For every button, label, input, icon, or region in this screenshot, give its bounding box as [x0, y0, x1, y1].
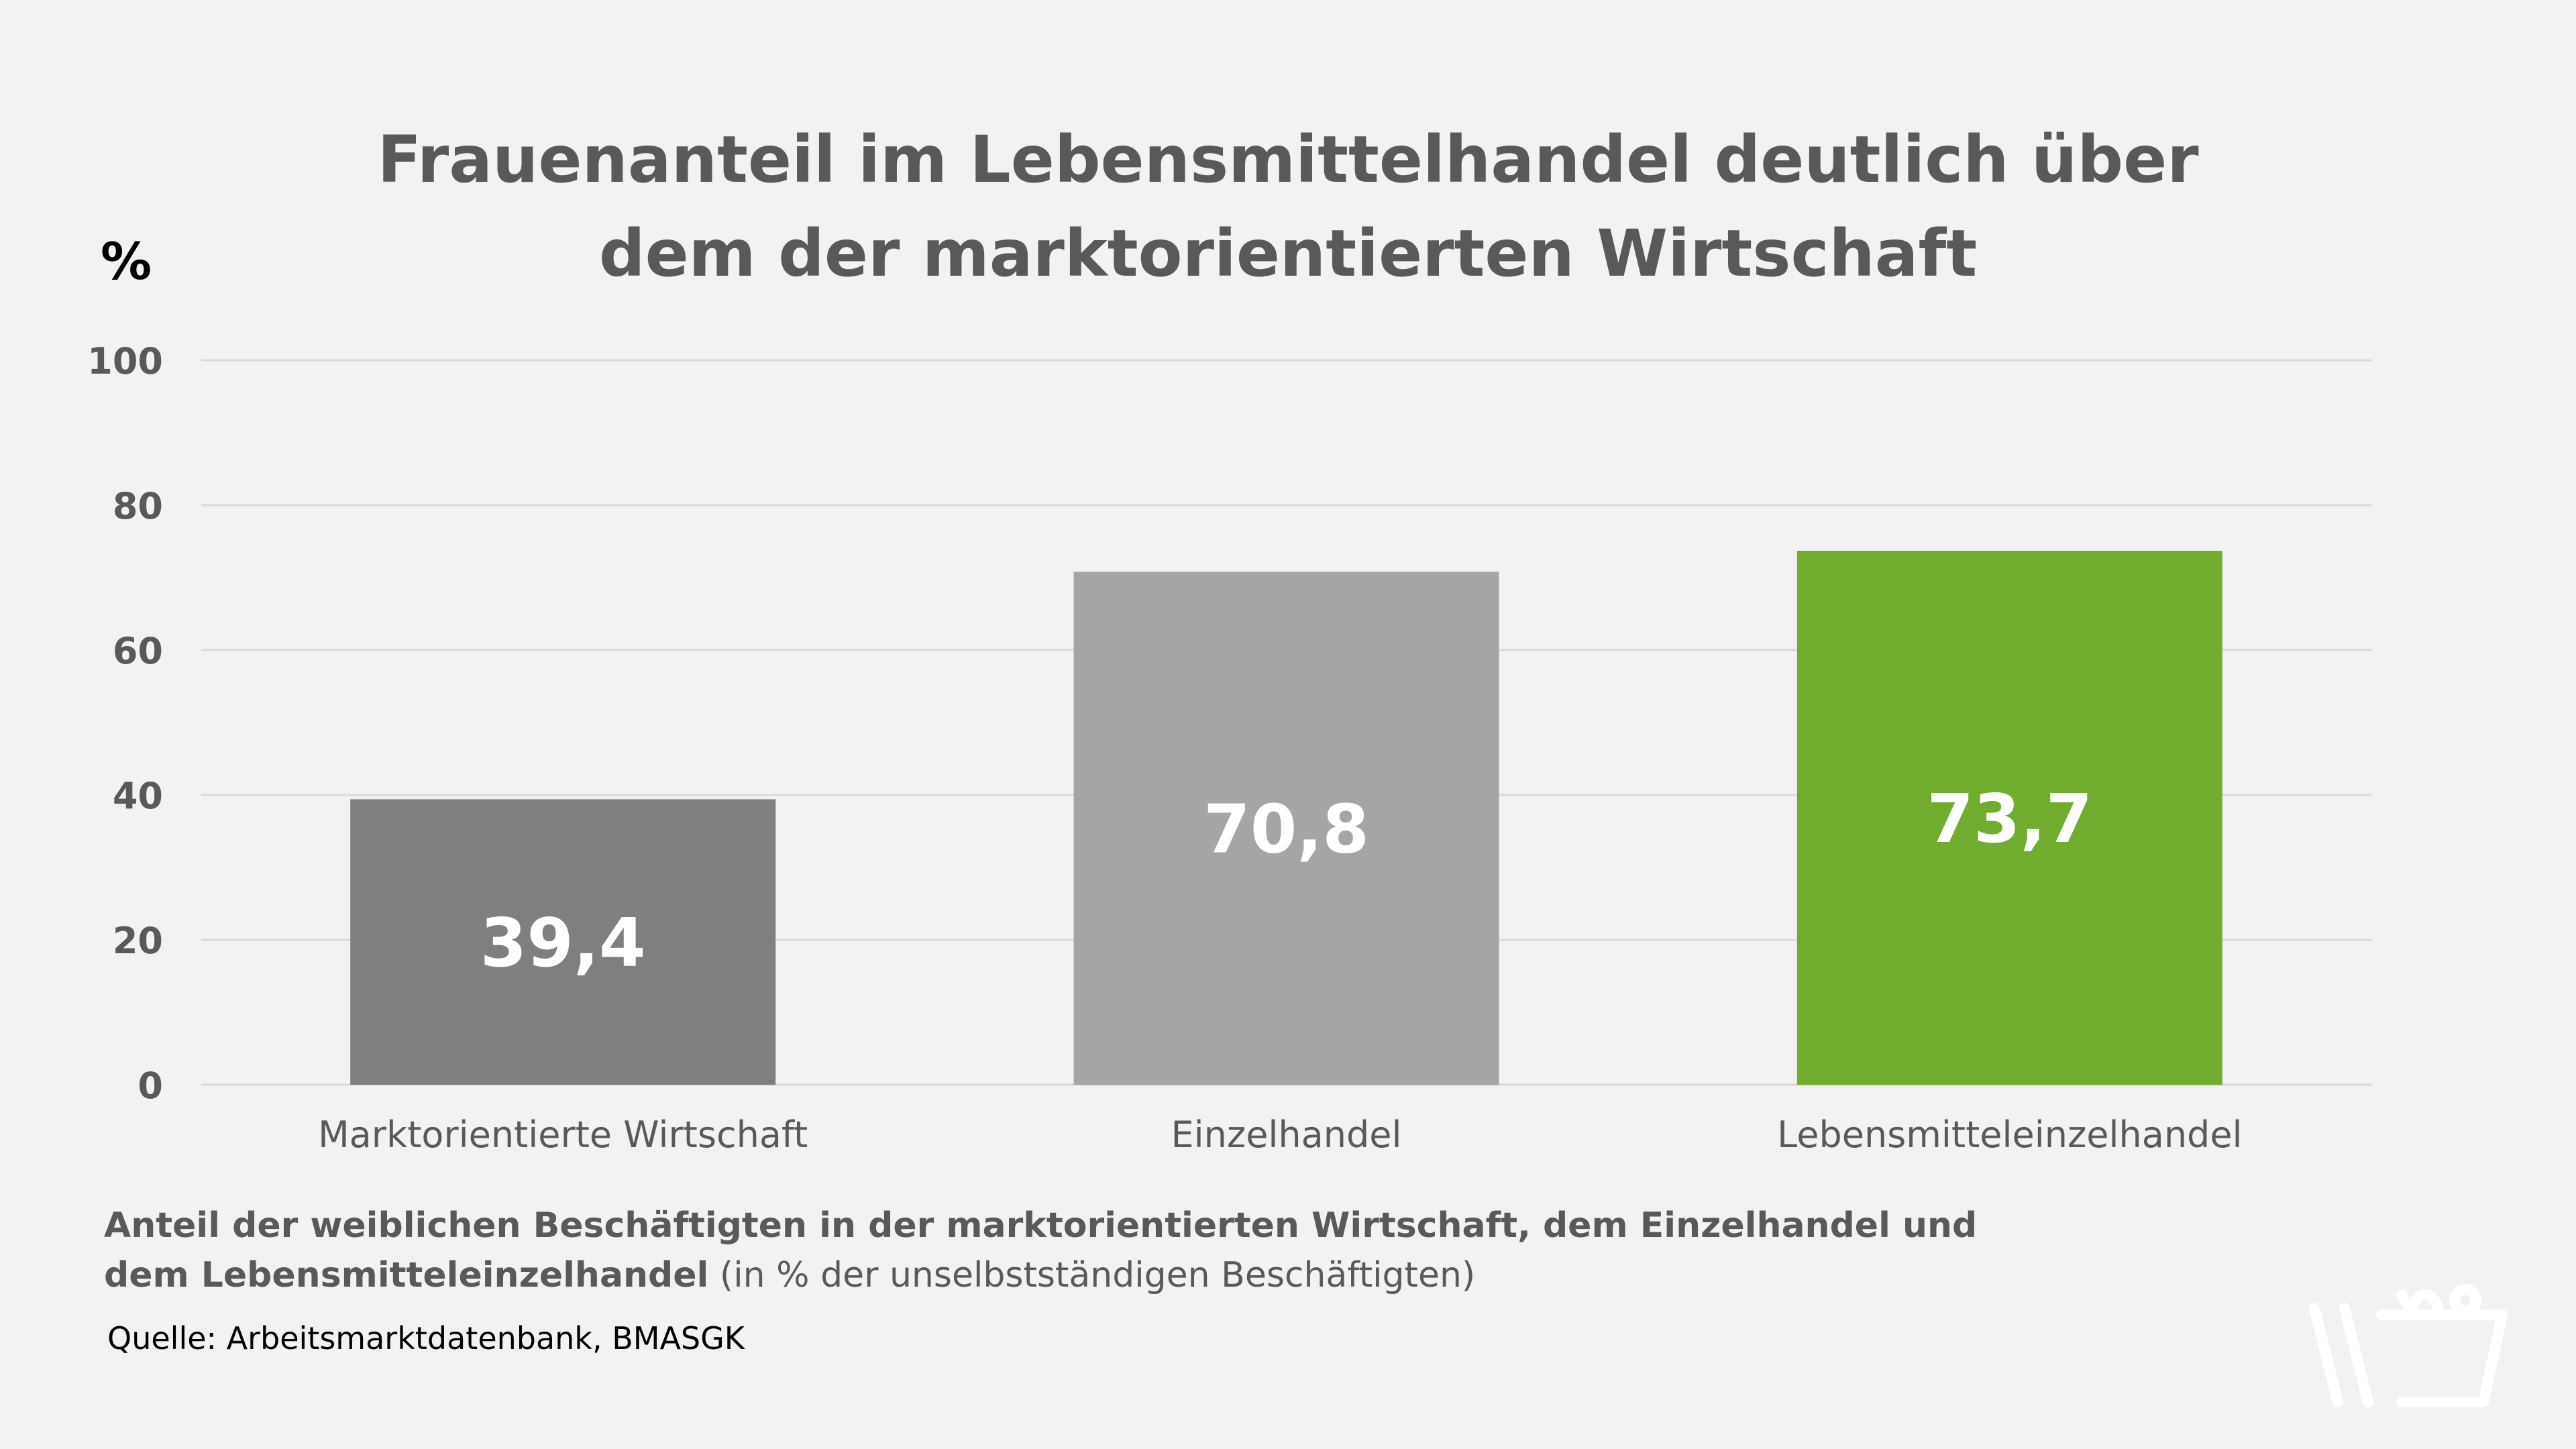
bar-value-label: 73,7: [1927, 780, 2092, 858]
y-tick-label: 80: [113, 485, 163, 527]
caption-bold-text: Anteil der weiblichen Beschäftigten in d…: [104, 1205, 1978, 1295]
bar-1: [1073, 572, 1499, 1085]
y-tick-label: 60: [113, 630, 163, 672]
source-note: Quelle: Arbeitsmarktdatenbank, BMASGK: [107, 1320, 745, 1356]
bar-chart: 0 20 40 60 80 100 39,4 Marktorientierte Wirtsch…: [87, 340, 2371, 1156]
bar-value-label: 70,8: [1203, 790, 1369, 869]
x-category-label: Marktorientierte Wirtschaft: [318, 1114, 808, 1156]
bar-0: [350, 799, 776, 1085]
bar-2: [1796, 551, 2222, 1085]
y-tick-label: 40: [113, 775, 163, 817]
x-category-label: Lebensmitteleinzelhandel: [1777, 1114, 2242, 1156]
y-tick-label: 20: [113, 920, 163, 962]
y-tick-label: 100: [87, 340, 163, 382]
chart-title: Frauenanteil im Lebensmittelhandel deutl…: [0, 113, 2576, 301]
chart-title-line-2: dem der marktorientierten Wirtschaft: [598, 216, 1978, 291]
y-tick-label: 0: [138, 1065, 163, 1107]
y-axis-unit-label: %: [101, 231, 152, 291]
shopping-basket-icon: [2309, 1284, 2508, 1407]
bar-value-label: 39,4: [480, 904, 646, 982]
chart-caption: Anteil der weiblichen Beschäftigten in d…: [104, 1201, 2049, 1300]
caption-note-text: (in % der unselbstständigen Beschäftigte…: [708, 1255, 1476, 1295]
x-category-label: Einzelhandel: [1171, 1114, 1402, 1156]
chart-title-line-1: Frauenanteil im Lebensmittelhandel deutl…: [377, 122, 2199, 197]
